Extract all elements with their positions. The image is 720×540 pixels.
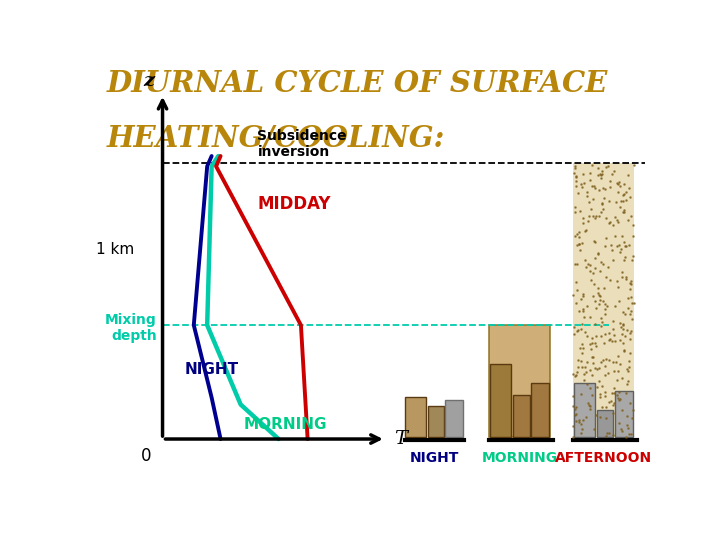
Bar [574,383,595,437]
Text: AFTERNOON: AFTERNOON [555,451,652,464]
Text: DIURNAL CYCLE OF SURFACE: DIURNAL CYCLE OF SURFACE [107,69,608,98]
Text: Subsidence
inversion: Subsidence inversion [258,129,347,159]
Bar [405,397,426,437]
Bar [428,406,444,437]
Text: MORNING: MORNING [243,417,327,432]
Text: Mixing
depth: Mixing depth [105,313,157,343]
Text: MORNING: MORNING [482,451,558,464]
Text: T: T [394,430,407,448]
Text: NIGHT: NIGHT [185,362,239,377]
Text: HEATING/COOLING:: HEATING/COOLING: [107,123,445,152]
Bar [513,395,530,437]
Text: 1 km: 1 km [96,242,135,256]
Bar [490,364,511,437]
Bar [446,400,463,437]
Text: 0: 0 [140,447,151,465]
Bar [615,391,633,437]
Bar [597,410,613,437]
Text: MIDDAY: MIDDAY [258,195,331,213]
Text: NIGHT: NIGHT [410,451,459,464]
Text: z: z [143,72,154,90]
Bar [531,383,549,437]
